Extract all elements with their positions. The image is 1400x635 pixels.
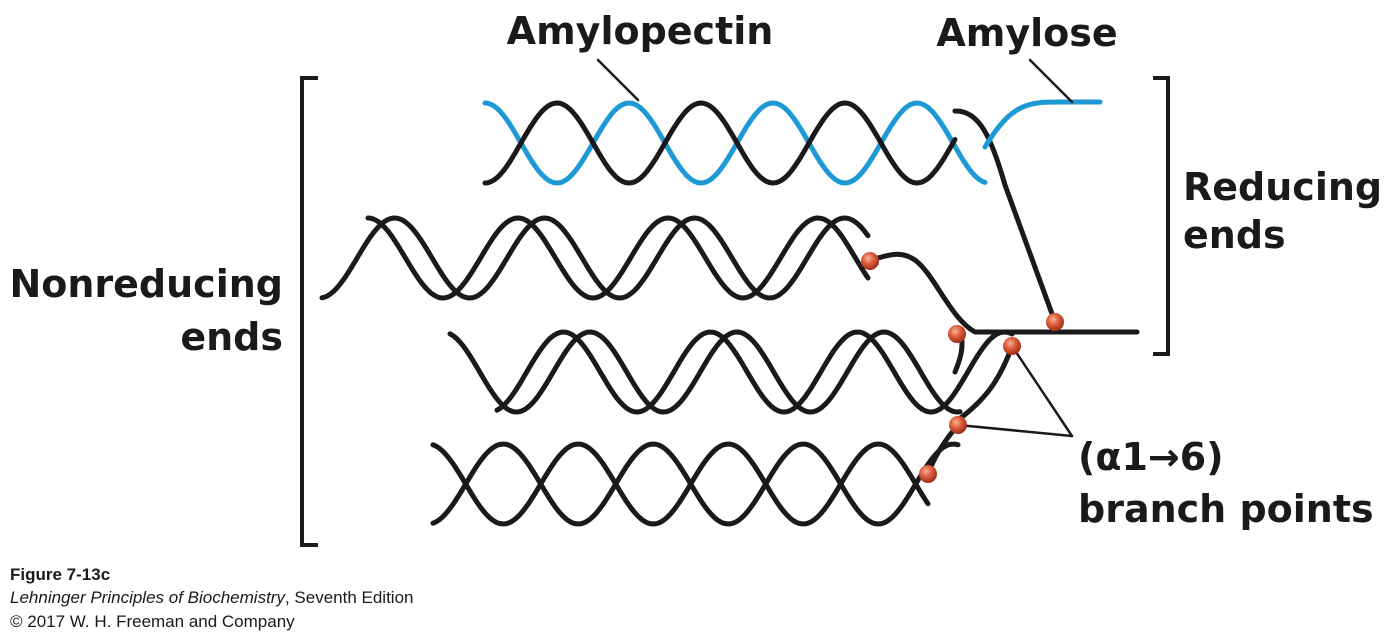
branch-leader-line-upper <box>1010 344 1074 438</box>
branch-points-label-line1: (α1→6) <box>1078 435 1224 479</box>
amylose-strand <box>482 100 988 186</box>
amylopectin-strand-top <box>482 100 958 186</box>
amylopectin-strand-row4-a <box>430 441 931 527</box>
amylopectin-strand-row4-b <box>430 441 961 527</box>
amylopectin-strand-row2-b <box>365 215 871 301</box>
amylopectin-strand-row3-b <box>494 329 1015 415</box>
book-edition: , Seventh Edition <box>285 588 414 607</box>
branch-point-ball <box>1003 337 1021 355</box>
branch-point-ball <box>919 465 937 483</box>
nonreducing-ends-label-line2: ends <box>180 315 283 359</box>
branch-points-label-line2: branch points <box>1078 487 1374 531</box>
book-title: Lehninger Principles of Biochemistry <box>10 588 286 607</box>
branch-leader-line-lower <box>956 423 1074 438</box>
branch-point-ball <box>1046 313 1064 331</box>
nonreducing-ends-label-line1: Nonreducing <box>9 262 283 306</box>
amylose-label: Amylose <box>936 11 1117 55</box>
book-citation: Lehninger Principles of Biochemistry, Se… <box>10 588 414 607</box>
copyright-line: © 2017 W. H. Freeman and Company <box>10 612 295 631</box>
amylopectin-reducing-tail <box>865 251 1140 335</box>
figure-number: Figure 7-13c <box>10 565 110 584</box>
nonreducing-bracket <box>300 76 318 547</box>
amylopectin-top-tail <box>952 108 1058 325</box>
reducing-ends-label-line1: Reducing <box>1183 165 1382 209</box>
branch-point-ball <box>948 325 966 343</box>
amylopectin-strand-row3-a <box>447 329 963 415</box>
reducing-ends-label-line2: ends <box>1183 213 1286 257</box>
reducing-bracket <box>1153 76 1170 356</box>
branch-point-ball <box>949 416 967 434</box>
amylose-leader-line <box>1028 58 1074 104</box>
amylopectin-label: Amylopectin <box>507 9 774 53</box>
amylose-reducing-tail <box>982 99 1103 150</box>
amylopectin-strand-row2-a <box>319 215 871 301</box>
amylopectin-leader-line <box>596 58 640 102</box>
branch-connector-to-main <box>955 343 1015 423</box>
helix-group <box>319 100 1015 527</box>
branch-point-ball <box>861 252 879 270</box>
